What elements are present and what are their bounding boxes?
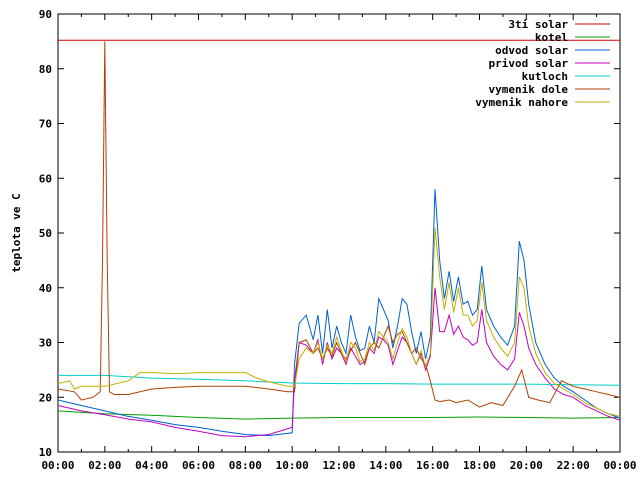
series-line-vymenik-nahore [57,227,621,417]
legend-label: odvod solar [495,44,568,57]
x-tick-label: 16:00 [416,459,449,472]
legend-label: vymenik dole [489,83,569,96]
legend-label: kotel [535,31,568,44]
y-tick-label: 70 [39,118,52,131]
y-axis-ticks: 10 20 30 40 50 60 70 80 90 [39,8,620,459]
y-tick-label: 40 [39,282,52,295]
y-tick-label: 60 [39,172,52,185]
x-tick-label: 22:00 [557,459,590,472]
x-tick-label: 00:00 [41,459,74,472]
x-tick-label: 18:00 [463,459,496,472]
x-tick-label: 10:00 [276,459,309,472]
x-tick-label: 06:00 [182,459,215,472]
legend-label: vymenik nahore [475,96,568,109]
series-line-kutloch [58,374,621,386]
x-tick-label: 20:00 [510,459,543,472]
y-tick-label: 90 [39,8,52,21]
x-tick-label: 12:00 [322,459,355,472]
series-line-odvod-solar [57,189,621,437]
legend-label: kutloch [522,70,568,83]
x-tick-label: 08:00 [229,459,262,472]
x-tick-label: 04:00 [135,459,168,472]
y-tick-label: 20 [39,391,52,404]
y-tick-label: 80 [39,63,52,76]
y-tick-label: 10 [39,446,52,459]
x-tick-label: 00:00 [603,459,636,472]
series-line-kotel [57,410,621,420]
series-lines [57,39,621,438]
y-axis-label: teplota ve C [10,193,23,272]
y-tick-label: 50 [39,227,52,240]
x-tick-label: 14:00 [369,459,402,472]
legend-label: privod solar [489,57,569,70]
series-line-privod-solar [57,287,621,438]
legend-label: 3ti solar [508,18,568,31]
y-tick-label: 30 [39,337,52,350]
x-axis-ticks: 00:00 02:00 04:00 06:00 08:00 10:00 12:00 14:00… [41,14,637,472]
x-tick-label: 02:00 [88,459,121,472]
series-line-vymenik-dole [57,41,621,408]
